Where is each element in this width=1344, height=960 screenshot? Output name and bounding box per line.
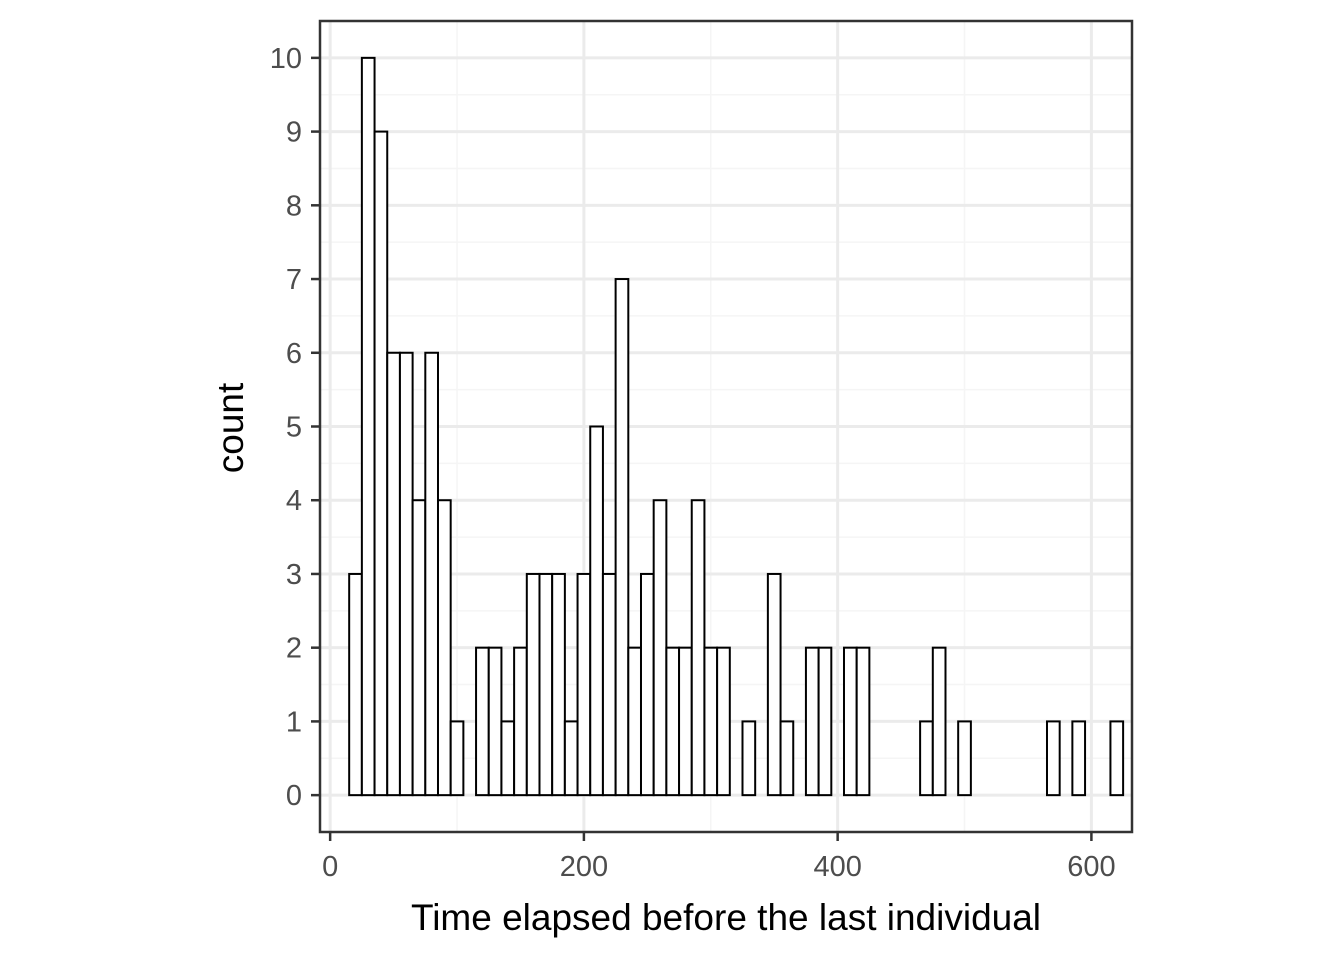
x-tick-label: 200 xyxy=(560,851,608,883)
histogram-bar xyxy=(919,720,934,797)
histogram-bar xyxy=(665,646,681,797)
y-axis-title: count xyxy=(210,382,251,473)
y-tick-label: 3 xyxy=(286,559,302,591)
y-tick-label: 7 xyxy=(286,264,302,296)
histogram-bar xyxy=(779,720,795,797)
y-tick-label: 9 xyxy=(286,117,302,149)
histogram-bar xyxy=(348,572,363,797)
y-tick-label: 5 xyxy=(286,412,302,444)
y-tick-label: 10 xyxy=(270,43,302,75)
histogram-bar xyxy=(513,646,528,797)
histogram-bar xyxy=(804,646,820,797)
histogram-bar xyxy=(678,646,693,797)
histogram-bar xyxy=(766,572,782,797)
histogram-bar xyxy=(627,646,642,797)
histogram-bar xyxy=(373,130,389,797)
y-tick-label: 6 xyxy=(286,338,302,370)
histogram-bar xyxy=(538,572,554,797)
histogram-bar xyxy=(855,646,871,797)
histogram-bar xyxy=(398,351,414,797)
histogram-bar xyxy=(436,499,452,797)
x-axis-ticks: 0 200 400 600 xyxy=(322,832,1116,883)
histogram-bar xyxy=(601,572,617,797)
histogram-bar xyxy=(424,351,439,797)
y-tick-label: 4 xyxy=(286,485,302,517)
histogram-bar xyxy=(957,720,972,797)
histogram-bar xyxy=(576,572,592,797)
histogram-bar xyxy=(500,720,516,797)
histogram-bar xyxy=(931,646,947,797)
histogram-bar xyxy=(487,646,503,797)
histogram-bar xyxy=(703,646,719,797)
histogram-bar xyxy=(1071,720,1087,797)
histogram-bar xyxy=(360,56,376,797)
histogram-bar xyxy=(741,720,757,797)
y-axis-ticks: 0 1 2 3 4 5 6 7 8 9 10 xyxy=(270,43,320,812)
x-tick-label: 400 xyxy=(813,851,861,883)
histogram-bar xyxy=(614,278,630,797)
minor-gridlines xyxy=(320,21,1132,832)
x-axis-title: Time elapsed before the last individual xyxy=(411,897,1041,938)
histogram-bar xyxy=(652,499,668,797)
histogram-bar xyxy=(716,646,731,797)
histogram-bar xyxy=(817,646,833,797)
histogram-bar xyxy=(386,351,401,797)
histogram-bar xyxy=(525,572,541,797)
y-tick-label: 1 xyxy=(286,706,302,738)
y-tick-label: 0 xyxy=(286,780,302,812)
histogram-bar xyxy=(589,425,604,797)
x-tick-label: 0 xyxy=(322,851,338,883)
y-tick-label: 8 xyxy=(286,190,302,222)
y-tick-label: 2 xyxy=(286,633,302,665)
histogram-bar xyxy=(690,499,706,797)
histogram-bar xyxy=(842,646,858,797)
histogram-bar xyxy=(563,720,579,797)
histogram-bar xyxy=(475,646,490,797)
histogram-bar xyxy=(411,499,427,797)
histogram-bar xyxy=(639,572,655,797)
histogram-bar xyxy=(1045,720,1061,797)
histogram-bar xyxy=(551,572,566,797)
histogram-bar xyxy=(449,720,465,797)
histogram-bars xyxy=(348,56,1125,797)
histogram-bar xyxy=(1109,720,1125,797)
x-tick-label: 600 xyxy=(1067,851,1115,883)
